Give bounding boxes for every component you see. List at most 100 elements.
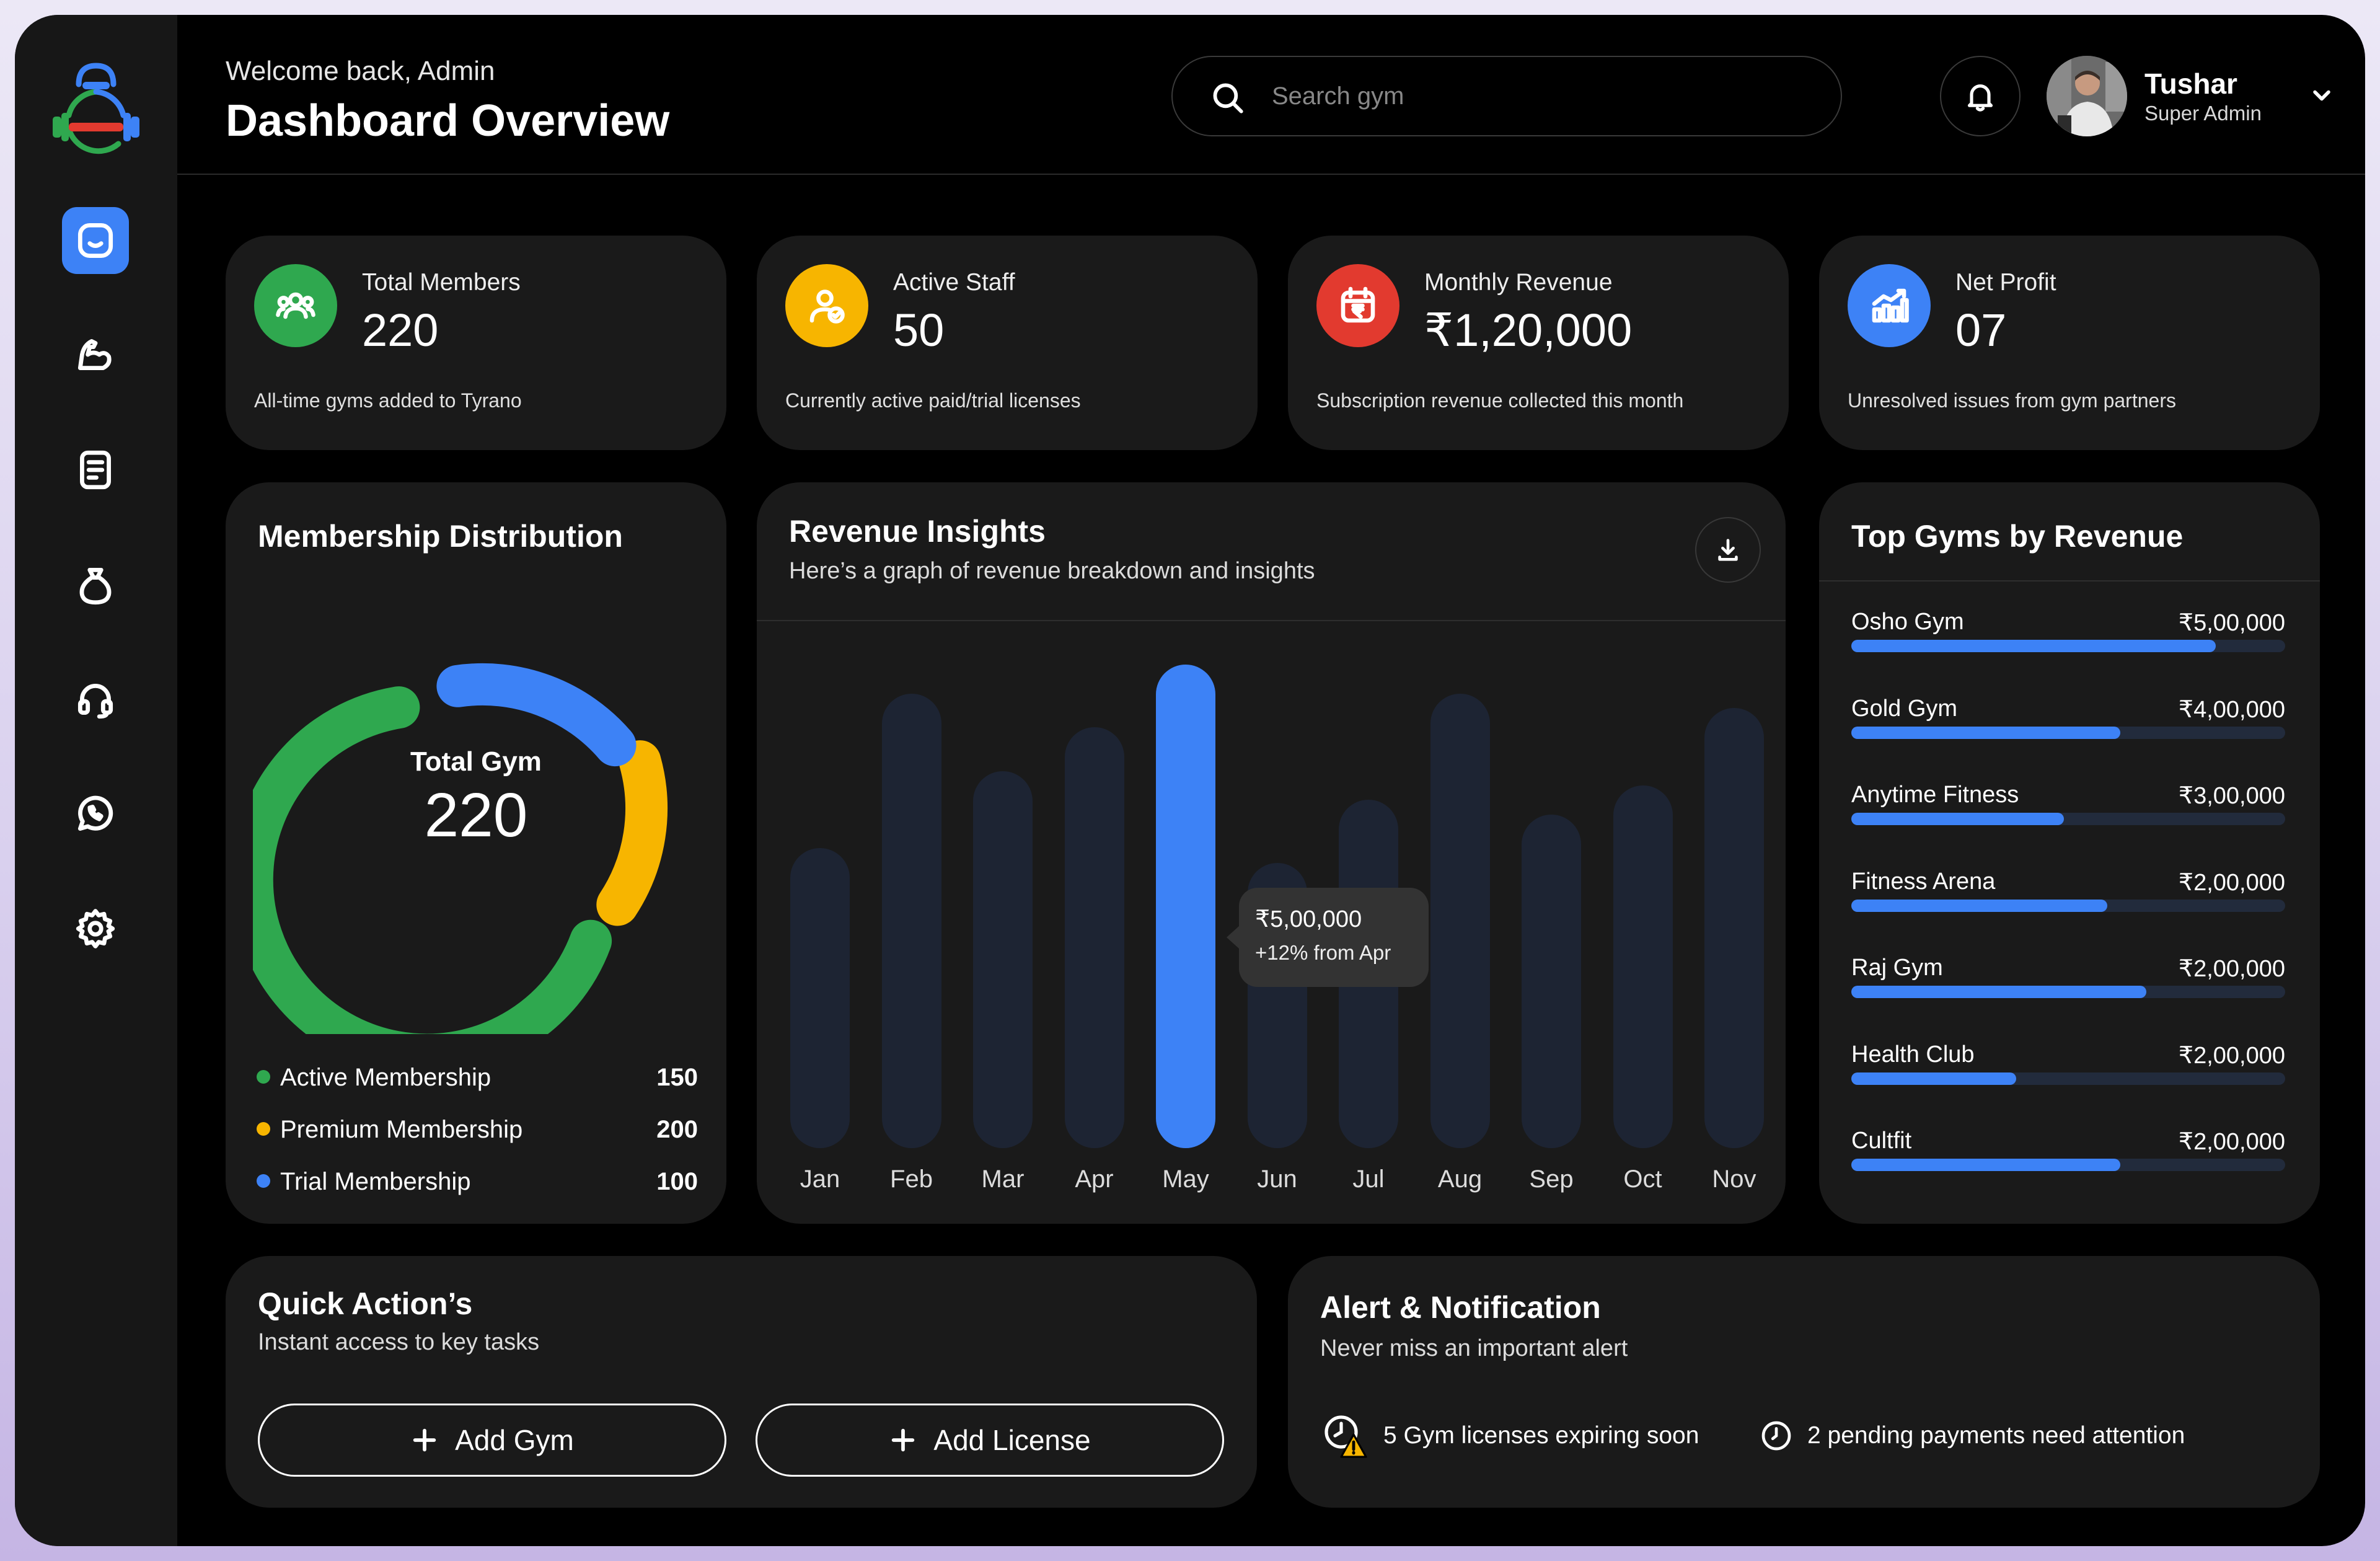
gym-progress-fill <box>1851 986 2146 998</box>
alert-text: 2 pending payments need attention <box>1807 1422 2185 1449</box>
bar-apr[interactable] <box>1064 727 1124 1148</box>
gym-revenue: ₹2,00,000 <box>2178 869 2285 896</box>
avatar[interactable] <box>2047 56 2127 136</box>
legend-item-active: Active Membership 150 <box>257 1059 698 1096</box>
plus-icon <box>413 1428 436 1452</box>
nav-settings[interactable] <box>62 895 129 962</box>
x-tick-label: Jun <box>1257 1165 1297 1193</box>
top-gyms-card: Top Gyms by Revenue Osho Gym ₹5,00,000 Gol… <box>1819 482 2320 1224</box>
gym-row[interactable]: Raj Gym ₹2,00,000 <box>1851 955 2285 1023</box>
nav-whatsapp[interactable] <box>62 780 129 847</box>
stat-description: All-time gyms added to Tyrano <box>254 389 522 412</box>
gym-revenue: ₹3,00,000 <box>2178 783 2285 809</box>
revenue-insights-card: Jan Feb Mar Apr May Jun Jul Aug Sep Oct Nov Revenu… <box>757 482 1786 1224</box>
stat-label: Monthly Revenue <box>1424 269 1613 296</box>
gym-row[interactable]: Health Club ₹2,00,000 <box>1851 1041 2285 1110</box>
card-title: Top Gyms by Revenue <box>1851 519 2184 554</box>
donut-segment-premium <box>596 740 668 926</box>
bar-jan[interactable] <box>790 848 850 1148</box>
legend-dot <box>257 1122 270 1136</box>
nav-reports[interactable] <box>62 436 129 503</box>
stat-card-active-staff: Active Staff 50 Currently active paid/tr… <box>757 236 1258 450</box>
add-gym-button[interactable]: Add Gym <box>258 1404 726 1477</box>
bar-may[interactable] <box>1156 665 1215 1148</box>
quick-actions-card: Quick Action’s Instant access to key tas… <box>226 1256 1257 1508</box>
staff-icon <box>785 264 868 347</box>
user-role: Super Admin <box>2144 102 2262 125</box>
nav-finance[interactable] <box>62 552 129 619</box>
gym-revenue: ₹4,00,000 <box>2178 696 2285 723</box>
revenue-bar-chart: Jan Feb Mar Apr May Jun Jul Aug Sep Oct Nov <box>757 482 1786 1224</box>
legend-label: Trial Membership <box>280 1168 471 1195</box>
gym-name: Gold Gym <box>1851 695 1958 722</box>
gym-progress-fill <box>1851 899 2107 912</box>
gym-progress-fill <box>1851 1159 2120 1171</box>
download-button[interactable] <box>1695 517 1761 583</box>
x-tick-label: Mar <box>981 1165 1025 1193</box>
legend-item-premium: Premium Membership 200 <box>257 1111 698 1148</box>
x-tick-label: May <box>1162 1165 1209 1193</box>
alerts-card: Alert & Notification Never miss an impor… <box>1288 1256 2320 1508</box>
gym-revenue: ₹2,00,000 <box>2178 956 2285 982</box>
search-input[interactable] <box>1272 57 1805 135</box>
stat-label: Active Staff <box>893 269 1015 296</box>
nav-home[interactable] <box>62 207 129 274</box>
bar-feb[interactable] <box>881 694 941 1148</box>
gym-row[interactable]: Gold Gym ₹4,00,000 <box>1851 696 2285 764</box>
chevron-down-icon <box>2313 90 2330 101</box>
x-tick-label: Oct <box>1623 1165 1662 1193</box>
button-label: Add Gym <box>455 1424 574 1456</box>
kettlebell-logo[interactable] <box>50 60 142 165</box>
gym-row[interactable]: Anytime Fitness ₹3,00,000 <box>1851 782 2285 850</box>
add-license-button[interactable]: Add License <box>756 1404 1224 1477</box>
home-icon <box>77 223 113 259</box>
stat-card-net-profit: Net Profit 07 Unresolved issues from gym… <box>1819 236 2320 450</box>
clock-warning-icon <box>1324 1415 1367 1458</box>
stat-label: Net Profit <box>1955 269 2056 296</box>
card-title: Revenue Insights <box>789 514 1046 549</box>
notifications-button[interactable] <box>1940 56 2021 136</box>
membership-donut-chart <box>253 663 668 1034</box>
nav-workouts[interactable] <box>62 321 129 388</box>
flexed-arm-icon <box>77 339 112 370</box>
donut-segment-active <box>253 686 612 1034</box>
gym-progress-fill <box>1851 726 2120 739</box>
tooltip-change: +12% from Apr <box>1255 941 1391 964</box>
alert-text: 5 Gym licenses expiring soon <box>1383 1422 1699 1449</box>
legend-value: 100 <box>656 1168 698 1195</box>
search-box[interactable] <box>1171 56 1842 136</box>
stat-description: Currently active paid/trial licenses <box>785 389 1081 412</box>
calendar-rupee-icon <box>1316 264 1399 347</box>
gym-revenue: ₹2,00,000 <box>2178 1129 2285 1155</box>
card-title: Alert & Notification <box>1320 1290 1601 1325</box>
gym-progress-track <box>1851 640 2285 652</box>
alert-item-payments[interactable]: 2 pending payments need attention <box>1759 1411 2185 1461</box>
button-label: Add License <box>933 1424 1091 1456</box>
bar-aug[interactable] <box>1430 694 1490 1148</box>
stat-value: ₹1,20,000 <box>1424 304 1633 356</box>
bar-oct[interactable] <box>1613 785 1673 1148</box>
user-menu-toggle[interactable] <box>2308 82 2335 109</box>
divider <box>1819 580 2320 582</box>
document-icon <box>80 450 111 490</box>
membership-distribution-card: Membership Distribution Total Gym 220 Ac… <box>226 482 726 1224</box>
legend-value: 200 <box>656 1116 698 1143</box>
money-bag-icon <box>79 567 112 605</box>
gym-row[interactable]: Osho Gym ₹5,00,000 <box>1851 609 2285 677</box>
gym-row[interactable]: Fitness Arena ₹2,00,000 <box>1851 869 2285 937</box>
x-tick-label: Nov <box>1712 1165 1756 1193</box>
x-tick-label: Apr <box>1075 1165 1114 1193</box>
gear-icon <box>76 909 115 949</box>
users-icon <box>254 264 337 347</box>
gym-revenue: ₹2,00,000 <box>2178 1042 2285 1069</box>
bar-nov[interactable] <box>1704 708 1764 1148</box>
gym-progress-track <box>1851 813 2285 825</box>
bar-mar[interactable] <box>973 771 1033 1148</box>
gym-row[interactable]: Cultfit ₹2,00,000 <box>1851 1128 2285 1196</box>
gym-name: Cultfit <box>1851 1128 1912 1154</box>
alert-item-licenses[interactable]: 5 Gym licenses expiring soon <box>1320 1411 1699 1461</box>
nav-support[interactable] <box>62 666 129 733</box>
bar-sep[interactable] <box>1522 815 1581 1148</box>
donut-center-label: Total Gym <box>410 746 542 777</box>
gym-progress-fill <box>1851 640 2216 652</box>
